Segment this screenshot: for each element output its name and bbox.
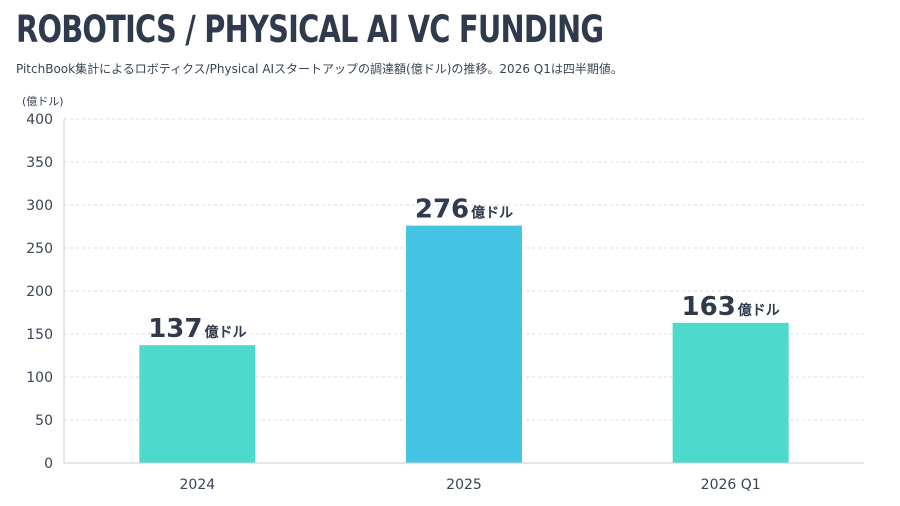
y-tick-label: 200	[26, 284, 53, 300]
data-label: 137 億ドル	[148, 314, 246, 344]
y-tick-label: 0	[44, 456, 53, 472]
data-label: 276 億ドル	[415, 195, 513, 225]
data-label-unit: 億ドル	[471, 205, 513, 222]
data-label-value: 276	[415, 195, 469, 225]
y-tick-label: 300	[26, 198, 53, 214]
data-label-value: 163	[682, 292, 736, 322]
chart-subtitle: PitchBook集計によるロボティクス/Physical AIスタートアップの…	[16, 62, 623, 76]
x-category-label: 2025	[446, 477, 482, 493]
data-label: 163 億ドル	[682, 292, 780, 322]
y-axis-ticks: 0 50 100 150 200 250 300 350 400	[26, 112, 53, 472]
data-label-unit: 億ドル	[738, 302, 780, 319]
x-category-label: 2026 Q1	[701, 477, 761, 493]
y-tick-label: 400	[26, 112, 53, 128]
bars	[139, 225, 789, 463]
x-axis-categories: 2024 2025 2026 Q1	[180, 477, 761, 493]
y-axis-unit-label: (億ドル)	[22, 95, 64, 108]
bar-2024	[139, 345, 256, 463]
data-label-value: 137	[148, 314, 202, 344]
x-category-label: 2024	[180, 477, 216, 493]
data-label-unit: 億ドル	[204, 324, 246, 341]
bar-2026-q1	[672, 322, 789, 463]
y-tick-label: 50	[35, 413, 53, 429]
y-tick-label: 100	[26, 370, 53, 386]
chart-title: ROBOTICS / PHYSICAL AI VC FUNDING	[16, 8, 604, 51]
y-tick-label: 150	[26, 327, 53, 343]
bar-2025	[406, 225, 522, 463]
y-tick-label: 350	[26, 155, 53, 171]
y-tick-label: 250	[26, 241, 53, 257]
